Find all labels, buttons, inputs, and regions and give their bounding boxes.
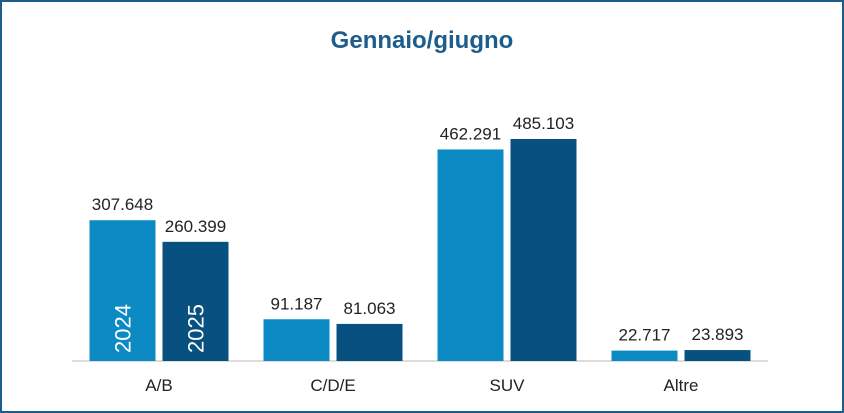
bar — [611, 350, 678, 361]
bar — [162, 241, 229, 361]
bar — [684, 350, 751, 361]
bar — [89, 220, 156, 361]
value-label: 81.063 — [344, 299, 396, 318]
bar — [336, 323, 403, 361]
bar — [437, 149, 504, 361]
value-label: 260.399 — [165, 217, 226, 236]
x-tick-label: SUV — [490, 376, 526, 395]
x-tick-label: A/B — [145, 376, 172, 395]
value-label: 462.291 — [440, 124, 501, 143]
x-tick-label: Altre — [664, 376, 699, 395]
legend-label: 2025 — [184, 304, 209, 353]
value-label: 91.187 — [271, 294, 323, 313]
value-label: 485.103 — [513, 114, 574, 133]
bar — [263, 319, 330, 361]
value-label: 22.717 — [619, 326, 671, 345]
x-tick-label: C/D/E — [310, 376, 355, 395]
value-label: 23.893 — [692, 325, 744, 344]
bar — [510, 139, 577, 361]
legend-label: 2024 — [111, 304, 136, 353]
value-label: 307.648 — [92, 195, 153, 214]
chart-title: Gennaio/giugno — [331, 27, 514, 54]
